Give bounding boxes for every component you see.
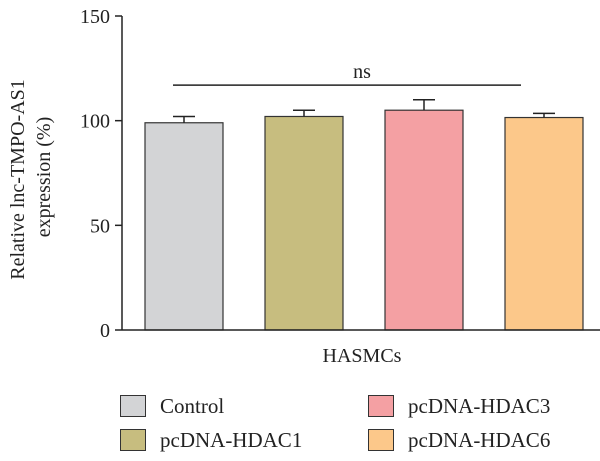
- legend-swatch-hdac3: [368, 395, 394, 417]
- legend-label-hdac6: pcDNA-HDAC6: [408, 427, 551, 452]
- y-axis-label-line2: expression (%): [33, 117, 55, 238]
- significance-label: ns: [353, 61, 371, 83]
- y-axis-label: Relative lnc-TMPO-AS1 expression (%): [7, 74, 55, 280]
- legend-swatch-hdac1: [120, 429, 146, 451]
- legend-item-hdac6: pcDNA-HDAC6: [368, 426, 550, 454]
- legend-label-hdac3: pcDNA-HDAC3: [408, 393, 551, 418]
- legend: Control pcDNA-HDAC1 pcDNA-HDAC3 pcDNA-HD…: [120, 392, 590, 456]
- y-axis-label-line1: Relative lnc-TMPO-AS1: [7, 79, 29, 280]
- y-axis: 0 50 100 150: [80, 6, 123, 342]
- bar-chart: 0 50 100 150 ns HASMCs Relative lnc-TMPO-AS…: [7, 6, 600, 367]
- x-axis-label: HASMCs: [323, 345, 402, 367]
- legend-swatch-hdac6: [368, 429, 394, 451]
- legend-item-hdac3: pcDNA-HDAC3: [368, 392, 550, 420]
- bar: [144, 122, 224, 331]
- legend-label-control: Control: [160, 393, 225, 418]
- y-tick-label: 150: [80, 6, 110, 28]
- bar: [264, 115, 344, 331]
- bars: [144, 109, 584, 331]
- error-bars: [173, 98, 555, 123]
- legend-item-hdac1: pcDNA-HDAC1: [120, 426, 302, 454]
- y-tick-label: 0: [100, 320, 110, 342]
- legend-swatch-control: [120, 395, 146, 417]
- legend-label-hdac1: pcDNA-HDAC1: [160, 427, 303, 452]
- legend-item-control: Control: [120, 392, 224, 420]
- bar: [384, 109, 464, 331]
- y-tick-label: 50: [90, 215, 110, 237]
- bar: [504, 116, 584, 331]
- y-tick-label: 100: [80, 111, 110, 133]
